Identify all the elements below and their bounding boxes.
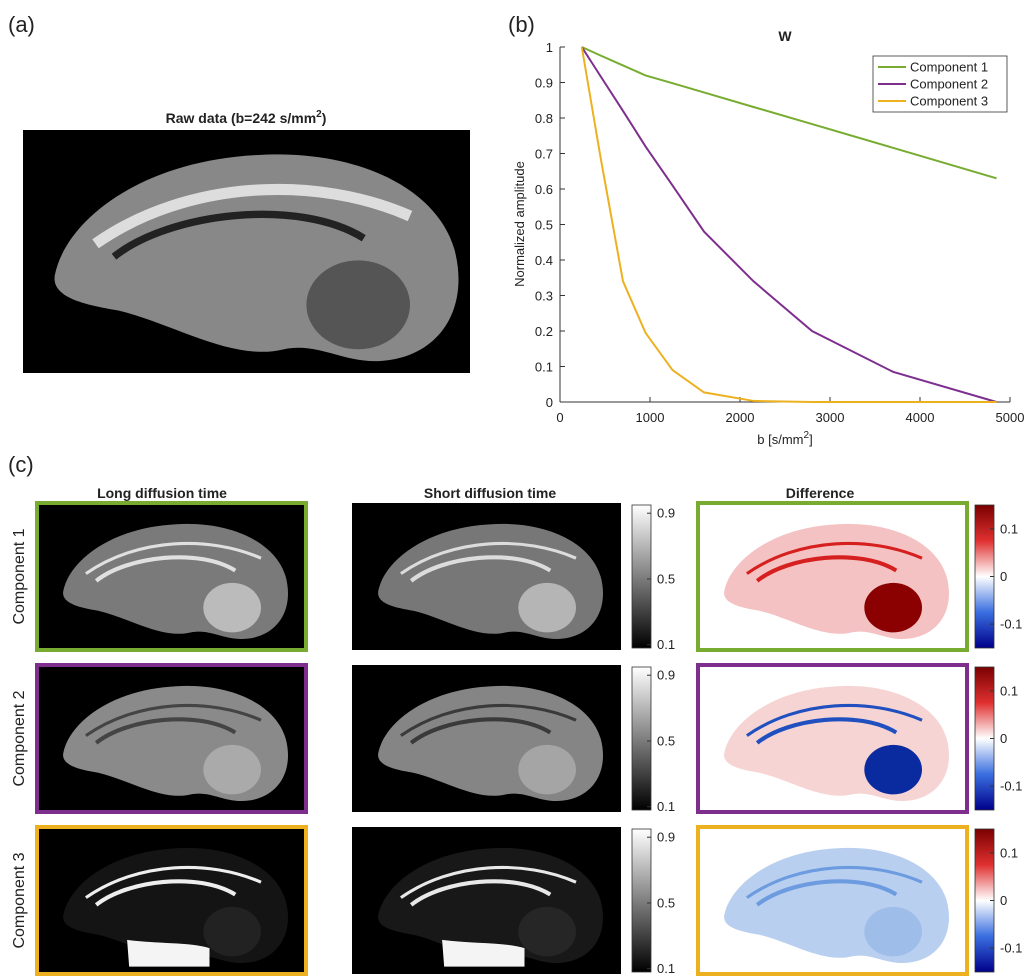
colorbar-tick-label: 0.5 xyxy=(657,733,675,748)
brain-cerebellum xyxy=(518,907,576,956)
brain-cerebellum xyxy=(203,745,261,794)
y-tick-label: 0 xyxy=(546,395,553,410)
colorbar-tick-label: 0 xyxy=(1000,893,1007,908)
x-tick-label: 4000 xyxy=(906,410,935,425)
colorbar-tick-label: 0.5 xyxy=(657,895,675,910)
x-tick-label: 3000 xyxy=(816,410,845,425)
colorbar-tick-label: 0.1 xyxy=(657,799,675,814)
colorbar-tick-label: 0.5 xyxy=(657,571,675,586)
legend-label: Component 2 xyxy=(910,77,988,92)
panel-label: (a) xyxy=(8,12,35,37)
title-text: Raw data (b=242 s/mm xyxy=(166,110,317,126)
y-tick-label: 0.1 xyxy=(535,360,553,375)
y-tick-label: 0.5 xyxy=(535,218,553,233)
panel-label: (c) xyxy=(8,452,34,477)
y-axis-label: Normalized amplitude xyxy=(512,161,527,287)
y-tick-label: 0.6 xyxy=(535,182,553,197)
row-label: Component 1 xyxy=(11,528,28,624)
colorbar-tick-label: 0.1 xyxy=(657,961,675,976)
y-tick-label: 0.9 xyxy=(535,76,553,91)
column-title: Long diffusion time xyxy=(97,485,227,501)
panel-label: (b) xyxy=(508,12,535,37)
image-title: Raw data (b=242 s/mm2) xyxy=(166,109,327,126)
y-tick-label: 0.8 xyxy=(535,111,553,126)
row-label: Component 3 xyxy=(11,852,28,948)
colorbar-tick-label: 0.1 xyxy=(1000,521,1018,536)
colorbar-tick-label: 0 xyxy=(1000,569,1007,584)
y-tick-label: 0.4 xyxy=(535,253,553,268)
colorbar-tick-label: 0.1 xyxy=(1000,683,1018,698)
brain-cerebellum xyxy=(518,745,576,794)
legend-label: Component 1 xyxy=(910,60,988,75)
colorbar-tick-label: -0.1 xyxy=(1000,617,1022,632)
y-tick-label: 0.2 xyxy=(535,324,553,339)
colorbar-tick-label: 0.1 xyxy=(657,637,675,652)
x-axis-label: b [s/mm2] xyxy=(757,430,812,447)
brain-cerebellum xyxy=(203,907,261,956)
brain-cerebellum xyxy=(864,745,922,794)
colorbar-tick-label: 0.1 xyxy=(1000,845,1018,860)
x-label-text: b [s/mm xyxy=(757,432,803,447)
colorbar xyxy=(632,505,651,648)
column-title: Short diffusion time xyxy=(424,485,556,501)
row-label: Component 2 xyxy=(11,690,28,786)
y-tick-label: 1 xyxy=(546,40,553,55)
x-tick-label: 1000 xyxy=(636,410,665,425)
colorbar-tick-label: 0.9 xyxy=(657,830,675,845)
legend-label: Component 3 xyxy=(910,94,988,109)
x-tick-label: 0 xyxy=(556,410,563,425)
colorbar-tick-label: -0.1 xyxy=(1000,941,1022,956)
y-tick-label: 0.3 xyxy=(535,289,553,304)
brain-cerebellum xyxy=(203,583,261,632)
x-tick-label: 2000 xyxy=(726,410,755,425)
figure: (a) Raw data (b=242 s/mm2) (b) W b [s/mm… xyxy=(0,0,1029,977)
x-tick-label: 5000 xyxy=(996,410,1025,425)
y-tick-label: 0.7 xyxy=(535,147,553,162)
column-title: Difference xyxy=(786,485,855,501)
brain-cerebellum xyxy=(864,907,922,956)
colorbar-tick-label: 0 xyxy=(1000,731,1007,746)
colorbar xyxy=(632,667,651,810)
brain-cerebellum xyxy=(864,583,922,632)
x-label-end: ] xyxy=(809,432,813,447)
colorbar-tick-label: -0.1 xyxy=(1000,779,1022,794)
colorbar xyxy=(632,829,651,972)
title-end: ) xyxy=(322,110,327,126)
brain-cerebellum xyxy=(518,583,576,632)
colorbar-tick-label: 0.9 xyxy=(657,668,675,683)
colorbar-tick-label: 0.9 xyxy=(657,506,675,521)
chart-title: W xyxy=(778,28,792,44)
